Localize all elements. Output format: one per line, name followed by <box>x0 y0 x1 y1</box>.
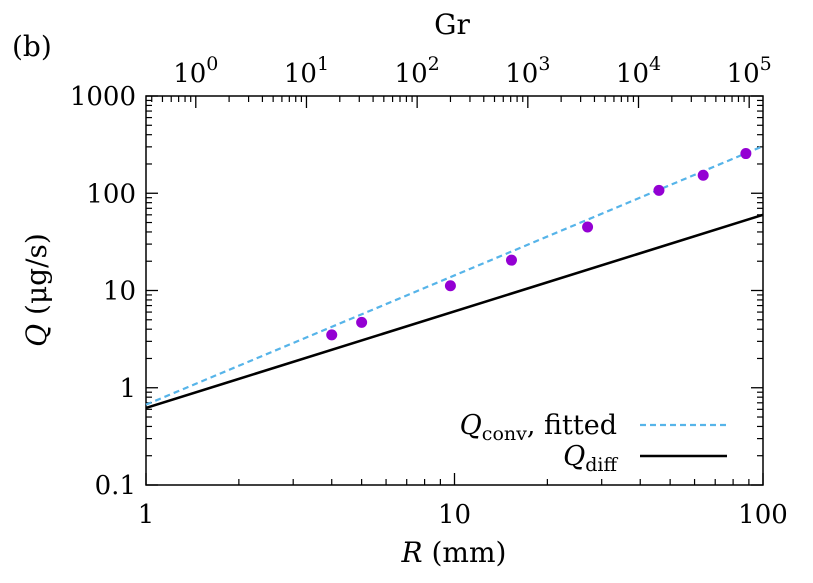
diff-line <box>145 213 764 410</box>
data-point <box>653 184 665 196</box>
data-point <box>326 329 338 341</box>
x-axis-symbol: R <box>401 536 423 569</box>
top-tick-label: 102 <box>395 53 440 89</box>
data-point <box>356 316 368 328</box>
data-point <box>740 148 752 160</box>
y-axis-unit: (μg/s) <box>20 233 53 324</box>
top-tick-label: 100 <box>173 53 218 89</box>
top-tick-label: 101 <box>284 53 329 89</box>
top-tick-label: 103 <box>505 53 550 89</box>
data-point <box>582 221 594 233</box>
y-tick-label: 10 <box>103 277 136 307</box>
top-tick-label: 104 <box>616 53 661 89</box>
data-layer <box>145 145 764 410</box>
x-tick-label: 1 <box>138 500 155 530</box>
x-axis-title: R (mm) <box>401 536 507 569</box>
x-tick-label: 10 <box>438 500 471 530</box>
data-point <box>444 280 456 292</box>
panel-label: (b) <box>12 30 52 63</box>
top-tick-label: 105 <box>727 53 772 89</box>
y-tick-label: 1 <box>119 374 136 404</box>
top-axis-title: Gr <box>434 8 470 41</box>
y-axis-title: Q (μg/s) <box>20 233 53 347</box>
y-tick-label: 1000 <box>70 82 136 112</box>
y-tick-label: 100 <box>86 179 136 209</box>
y-tick-label: 0.1 <box>95 471 136 501</box>
data-point <box>697 169 709 181</box>
legend-label: Qdiff <box>563 441 618 476</box>
data-point <box>505 254 517 266</box>
fitted-conv-line <box>145 145 764 406</box>
x-tick-label: 100 <box>738 500 788 530</box>
y-axis-symbol: Q <box>20 324 53 347</box>
x-axis-unit: (mm) <box>423 536 507 569</box>
legend-label: Qconv, fitted <box>460 410 617 445</box>
plot-frame <box>145 95 764 486</box>
